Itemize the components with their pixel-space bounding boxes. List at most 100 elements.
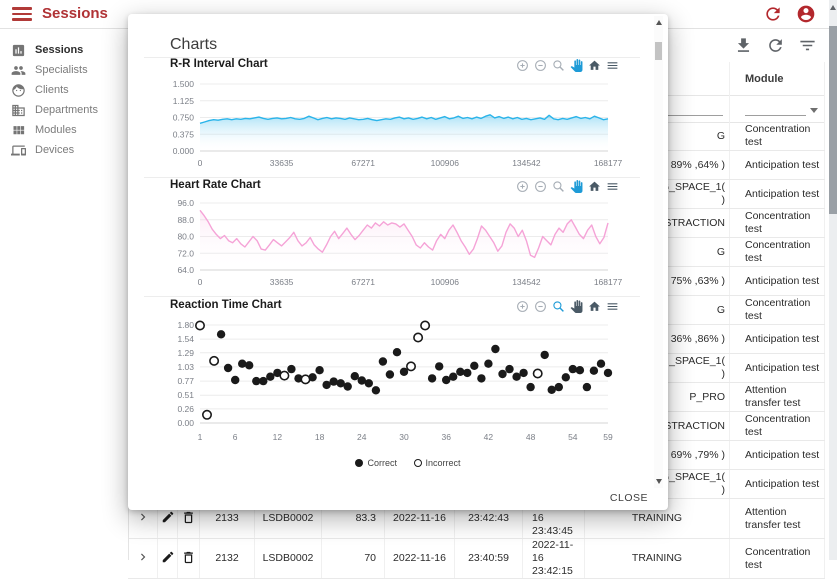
cell-module: Attention transfer test [730,499,825,538]
refresh-icon[interactable] [763,4,783,24]
cell-program: G [585,296,730,324]
home-icon[interactable] [588,299,602,313]
legend-correct[interactable]: Correct [355,458,397,468]
people-icon [11,65,26,75]
legend-incorrect[interactable]: Incorrect [413,458,461,468]
filter-icon[interactable] [798,36,817,55]
svg-text:42: 42 [484,432,494,442]
zoom-out-icon[interactable] [534,299,548,313]
chart-menu-icon[interactable] [606,179,620,193]
download-icon[interactable] [734,36,753,55]
sidebar-item-specialists[interactable]: Specialists [0,60,128,80]
scroll-up-icon[interactable] [830,5,836,10]
svg-text:0.750: 0.750 [173,113,195,123]
sidebar-item-label: Devices [35,144,75,156]
menu-icon[interactable] [12,7,32,21]
pan-icon[interactable] [570,299,584,313]
rt-chart-legend: Correct Incorrect [168,458,648,469]
zoom-in-icon[interactable] [516,179,530,193]
svg-text:54: 54 [568,432,578,442]
chart-box-icon [12,44,25,56]
grid-icon [13,125,25,134]
refresh-table-icon[interactable] [766,36,785,55]
sidebar-item-devices[interactable]: Devices [0,140,128,160]
svg-text:1.500: 1.500 [173,79,195,89]
zoom-out-icon[interactable] [534,58,548,72]
cell-program: TRAINING [585,499,730,538]
sidebar-item-modules[interactable]: Modules [0,120,128,140]
heart-rate-chart[interactable]: 96.0 88.0 80.0 72.0 64.0 0 33635 67271 100906 134… [168,197,648,295]
table-row: 2132 LSDB0002 70 2022-11-16 23:40:59 2022-11-… [128,539,825,579]
zoom-in-icon[interactable] [516,299,530,313]
hr-chart-title: Heart Rate Chart [170,179,261,191]
hr-chart-modebar [516,179,620,193]
cell-module: Anticipation test [730,354,825,382]
svg-text:67271: 67271 [351,277,375,287]
edit-icon[interactable] [159,550,177,568]
cell-module: Anticipation test [730,470,825,498]
delete-icon[interactable] [180,550,198,568]
sidebar-item-clients[interactable]: Clients [0,80,128,100]
cell-program: P( 75% ,63% ) [585,267,730,295]
zoom-in-icon[interactable] [516,58,530,72]
sidebar: Sessions Specialists Clients Departments Mod… [0,28,129,560]
sidebar-item-label: Specialists [35,64,88,76]
svg-text:1.80: 1.80 [177,320,194,330]
cell-program: G_SPACE_1( ) [585,180,730,208]
scrollbar-thumb[interactable] [655,42,662,60]
svg-text:0.375: 0.375 [173,129,195,139]
pan-icon[interactable] [570,58,584,72]
cell-time: 23:40:59 [455,539,523,578]
svg-text:24: 24 [357,432,367,442]
box-zoom-icon[interactable] [552,58,566,72]
cell-score: 70 [322,539,385,578]
page-scrollbar[interactable] [829,0,837,560]
svg-text:33635: 33635 [270,158,294,168]
svg-text:0.26: 0.26 [177,404,194,414]
svg-text:168177: 168177 [594,158,623,168]
cell-program: G_SPACE_1( ) [585,470,730,498]
svg-text:72.0: 72.0 [177,248,194,258]
home-icon[interactable] [588,179,602,193]
module-filter-select[interactable] [730,95,825,122]
cell-module: Concentration test [730,539,825,578]
home-icon[interactable] [588,58,602,72]
reaction-time-chart[interactable]: 1.80 1.54 1.29 1.03 0.77 0.51 0.26 0.00 1 6 12 18 24… [168,317,648,449]
scroll-up-icon[interactable] [656,20,662,25]
cell-device: LSDB0002 [255,499,322,538]
zoom-out-icon[interactable] [534,179,548,193]
cell-program: TRAINING [585,539,730,578]
sidebar-item-sessions[interactable]: Sessions [0,40,128,60]
svg-text:100906: 100906 [431,277,460,287]
svg-text:0.77: 0.77 [177,376,194,386]
charts-dialog: Charts R-R Interval Chart 1.500 1.125 0.75… [128,14,668,510]
edit-icon[interactable] [159,510,177,528]
expand-row-icon[interactable] [134,510,152,528]
cell-end-datetime: 2022-11-16 23:42:15 [523,539,585,578]
open-dot-icon [413,459,422,467]
svg-text:0.000: 0.000 [173,146,195,156]
svg-text:1: 1 [198,432,203,442]
close-button[interactable]: CLOSE [604,488,654,508]
cell-module: Concentration test [730,122,825,150]
svg-text:134542: 134542 [512,277,541,287]
scroll-down-icon[interactable] [656,479,662,484]
scrollbar-thumb[interactable] [829,26,837,214]
svg-text:67271: 67271 [351,158,375,168]
cell-session-id: 2133 [200,499,255,538]
cell-module: Attention transfer test [730,383,825,411]
pan-icon[interactable] [570,179,584,193]
sidebar-item-departments[interactable]: Departments [0,100,128,120]
expand-row-icon[interactable] [134,550,152,568]
delete-icon[interactable] [180,510,198,528]
svg-text:1.54: 1.54 [177,334,194,344]
account-icon[interactable] [796,4,816,24]
chart-menu-icon[interactable] [606,58,620,72]
box-zoom-icon[interactable] [552,299,566,313]
cell-module: Concentration test [730,238,825,266]
chart-menu-icon[interactable] [606,299,620,313]
box-zoom-icon[interactable] [552,179,566,193]
svg-text:100906: 100906 [431,158,460,168]
modal-scrollbar[interactable] [654,16,663,488]
